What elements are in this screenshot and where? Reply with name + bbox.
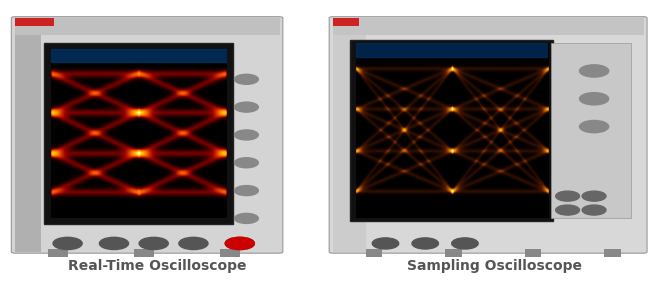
Bar: [551, 43, 630, 218]
Circle shape: [582, 191, 606, 201]
Circle shape: [179, 237, 208, 250]
Bar: [48, 249, 68, 257]
Bar: [220, 249, 240, 257]
Circle shape: [235, 158, 258, 168]
Bar: [45, 43, 233, 224]
Bar: [332, 18, 359, 26]
Circle shape: [235, 185, 258, 196]
Circle shape: [582, 205, 606, 215]
Circle shape: [99, 237, 128, 250]
Bar: [350, 40, 553, 221]
Bar: [445, 249, 462, 257]
Circle shape: [372, 238, 399, 249]
Bar: [15, 18, 279, 35]
Circle shape: [556, 191, 579, 201]
Circle shape: [235, 74, 258, 84]
Bar: [525, 249, 541, 257]
Bar: [15, 18, 41, 252]
Bar: [134, 249, 154, 257]
Circle shape: [556, 205, 579, 215]
Circle shape: [235, 102, 258, 112]
Text: Real-Time Oscilloscope: Real-Time Oscilloscope: [68, 259, 246, 273]
Circle shape: [139, 237, 168, 250]
Bar: [366, 249, 382, 257]
FancyBboxPatch shape: [329, 17, 647, 253]
Circle shape: [452, 238, 478, 249]
Bar: [332, 35, 366, 252]
Circle shape: [579, 121, 608, 133]
Bar: [604, 249, 620, 257]
Bar: [15, 18, 55, 26]
Bar: [332, 18, 644, 35]
Circle shape: [579, 93, 608, 105]
Circle shape: [225, 237, 254, 250]
FancyBboxPatch shape: [11, 17, 283, 253]
Circle shape: [412, 238, 438, 249]
Circle shape: [235, 130, 258, 140]
Text: Sampling Oscilloscope: Sampling Oscilloscope: [407, 259, 583, 273]
Circle shape: [235, 213, 258, 223]
Circle shape: [225, 237, 254, 250]
Circle shape: [579, 65, 608, 77]
Circle shape: [53, 237, 82, 250]
